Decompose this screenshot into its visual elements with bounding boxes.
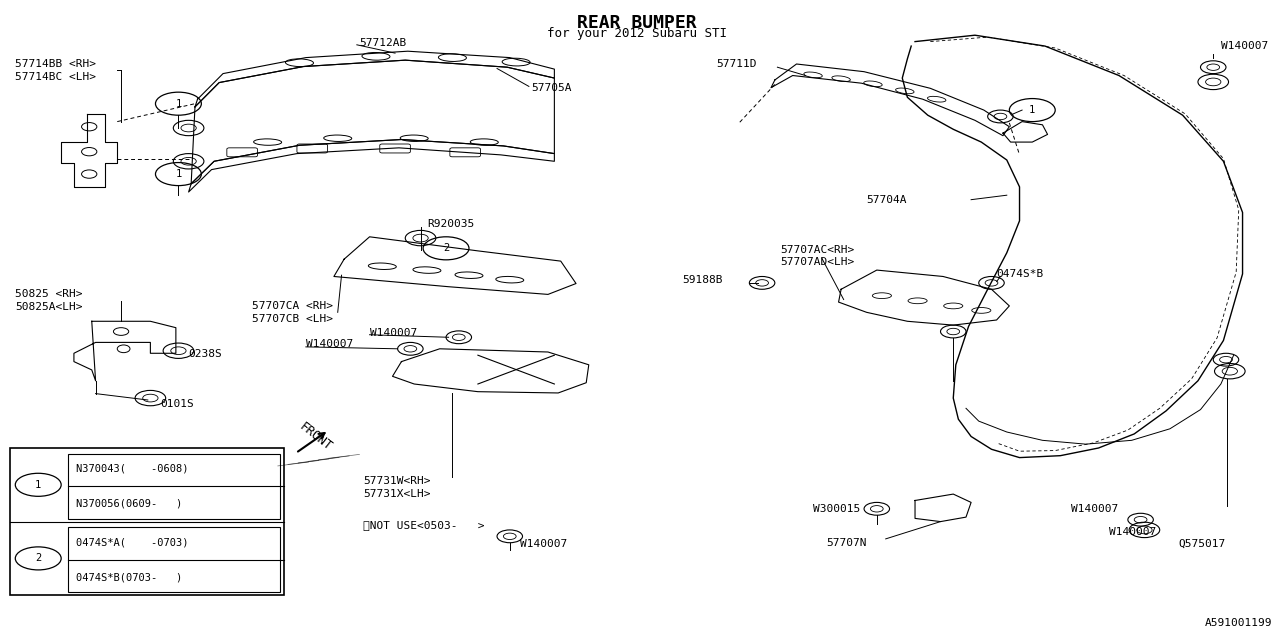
Text: 50825A<LH>: 50825A<LH> [15, 302, 83, 312]
Text: A591001199: A591001199 [1204, 618, 1272, 628]
Text: 57707AD<LH>: 57707AD<LH> [780, 257, 854, 268]
Polygon shape [334, 237, 576, 294]
Text: 1: 1 [175, 169, 182, 179]
Text: 2: 2 [35, 554, 41, 563]
Text: 57707CA <RH>: 57707CA <RH> [252, 301, 333, 311]
Polygon shape [1004, 122, 1047, 142]
Text: 0238S: 0238S [188, 349, 223, 359]
Polygon shape [902, 35, 1243, 458]
Text: W140007: W140007 [370, 328, 417, 338]
Polygon shape [195, 51, 554, 107]
Text: W140007: W140007 [1221, 41, 1268, 51]
Polygon shape [191, 60, 554, 184]
Text: 1: 1 [1029, 105, 1036, 115]
Text: W300015: W300015 [813, 504, 860, 514]
Text: FRONT: FRONT [297, 420, 335, 453]
Bar [68, 454, 280, 518]
Text: 57731X<LH>: 57731X<LH> [364, 489, 430, 499]
Text: 57707AC<RH>: 57707AC<RH> [780, 244, 854, 255]
Text: Q575017: Q575017 [1179, 539, 1226, 549]
Text: W140007: W140007 [1070, 504, 1117, 514]
Text: 57731W<RH>: 57731W<RH> [364, 476, 430, 486]
Text: W140007: W140007 [1108, 527, 1156, 538]
Text: REAR BUMPER: REAR BUMPER [577, 14, 698, 32]
Polygon shape [188, 140, 554, 192]
Text: R920035: R920035 [428, 219, 474, 229]
Text: W140007: W140007 [520, 539, 567, 549]
Polygon shape [771, 64, 1010, 136]
Text: 0474S*A(    -0703): 0474S*A( -0703) [77, 537, 189, 547]
Polygon shape [838, 270, 1010, 325]
Text: N370056(0609-   ): N370056(0609- ) [77, 499, 183, 509]
Text: for your 2012 Subaru STI: for your 2012 Subaru STI [548, 27, 727, 40]
Text: 57714BC <LH>: 57714BC <LH> [15, 72, 96, 82]
Text: 0101S: 0101S [160, 399, 195, 410]
Text: ※NOT USE<0503-   >: ※NOT USE<0503- > [364, 520, 485, 530]
Polygon shape [61, 114, 118, 187]
Text: N370043(    -0608): N370043( -0608) [77, 463, 189, 474]
Bar [10, 448, 284, 595]
Text: 50825 <RH>: 50825 <RH> [15, 289, 83, 300]
Polygon shape [393, 349, 589, 393]
Polygon shape [74, 321, 175, 381]
Text: 57707N: 57707N [826, 538, 867, 548]
Text: 1: 1 [175, 99, 182, 109]
Polygon shape [915, 494, 972, 522]
Text: 57714BB <RH>: 57714BB <RH> [15, 59, 96, 69]
Text: 57704A: 57704A [867, 195, 908, 205]
Text: 1: 1 [35, 480, 41, 490]
Bar [68, 527, 280, 592]
Text: 2: 2 [443, 243, 449, 253]
Text: 57711D: 57711D [717, 59, 756, 69]
Text: W140007: W140007 [306, 339, 353, 349]
Text: 59188B: 59188B [682, 275, 722, 285]
Text: 0474S*B: 0474S*B [997, 269, 1044, 279]
Text: 57707CB <LH>: 57707CB <LH> [252, 314, 333, 324]
Text: 57712AB: 57712AB [360, 38, 407, 48]
Text: 0474S*B(0703-   ): 0474S*B(0703- ) [77, 573, 183, 582]
Text: 57705A: 57705A [531, 83, 572, 93]
